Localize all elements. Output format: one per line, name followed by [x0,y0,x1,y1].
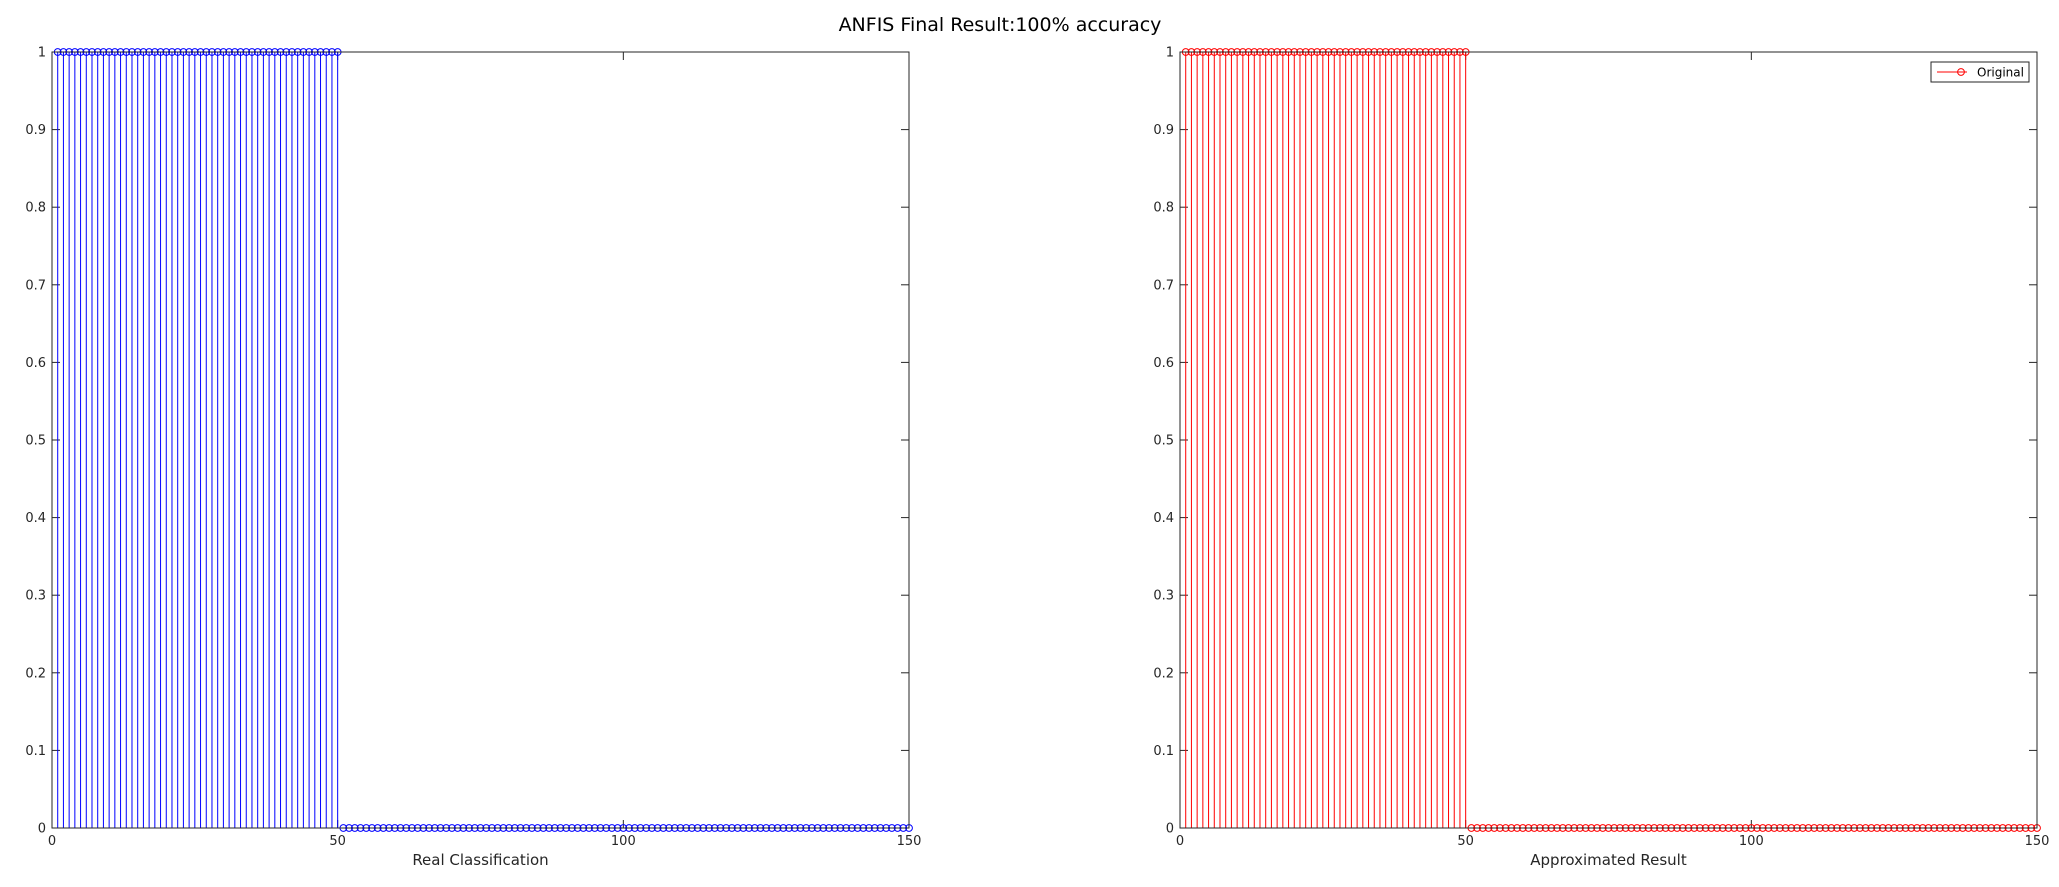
y-tick-label: 0.4 [1153,511,1174,526]
y-tick-label: 0.8 [1153,201,1174,216]
y-tick-label: 1 [1166,46,1174,61]
x-tick-label: 50 [1457,834,1474,849]
axes-frame [51,51,910,829]
x-tick-label: 150 [2025,834,2050,849]
y-tick-label: 0.2 [25,666,46,681]
y-tick-label: 0 [38,822,46,837]
chart-real-classification: 0 0.1 0.2 0.3 0.4 0.5 0.6 0.7 0.8 0.9 1 0 50 100 150 Re… [25,46,921,870]
plot-area [1180,52,2037,828]
y-tick-label: 0.1 [1153,744,1174,759]
y-tick-label: 0.2 [1153,666,1174,681]
y-tick-label: 0.3 [1153,589,1174,604]
legend-entry: Original [1977,66,2024,80]
y-tick-label: 0.9 [1153,123,1174,138]
legend-box [1930,61,2030,83]
axes-frame [1179,51,2038,829]
figure-title: ANFIS Final Result:100% accuracy [839,14,1162,36]
y-tick-label: 0.5 [25,434,46,449]
series [1181,48,2041,832]
y-tick-label: 0.1 [25,744,46,759]
y-tick-label: 0.9 [25,123,46,138]
plot-area [52,52,909,828]
y-tick-label: 0.8 [25,201,46,216]
x-axis-label: Approximated Result [1530,851,1687,869]
x-tick-label: 50 [329,834,346,849]
y-tick-label: 0 [1166,822,1174,837]
y-tick-label: 0.6 [25,356,46,371]
y-tick-label: 0.7 [25,278,46,293]
y-tick-label: 0.3 [25,589,46,604]
chart-approximated-result: 0 0.1 0.2 0.3 0.4 0.5 0.6 0.7 0.8 0.9 1 0 50 100 150 Ap… [1153,46,2049,870]
y-tick-label: 0.5 [1153,434,1174,449]
y-tick-label: 0.7 [1153,278,1174,293]
y-tick-label: 0.4 [25,511,46,526]
legend: Original [1930,61,2030,83]
y-tick-label: 1 [38,46,46,61]
legend-marker [1957,68,1965,76]
x-axis-label: Real Classification [412,851,548,869]
x-tick-label: 100 [1739,834,1764,849]
x-tick-label: 100 [611,834,636,849]
x-tick-label: 150 [897,834,922,849]
x-tick-label: 0 [48,834,56,849]
x-tick-label: 0 [1176,834,1184,849]
y-tick-label: 0.6 [1153,356,1174,371]
